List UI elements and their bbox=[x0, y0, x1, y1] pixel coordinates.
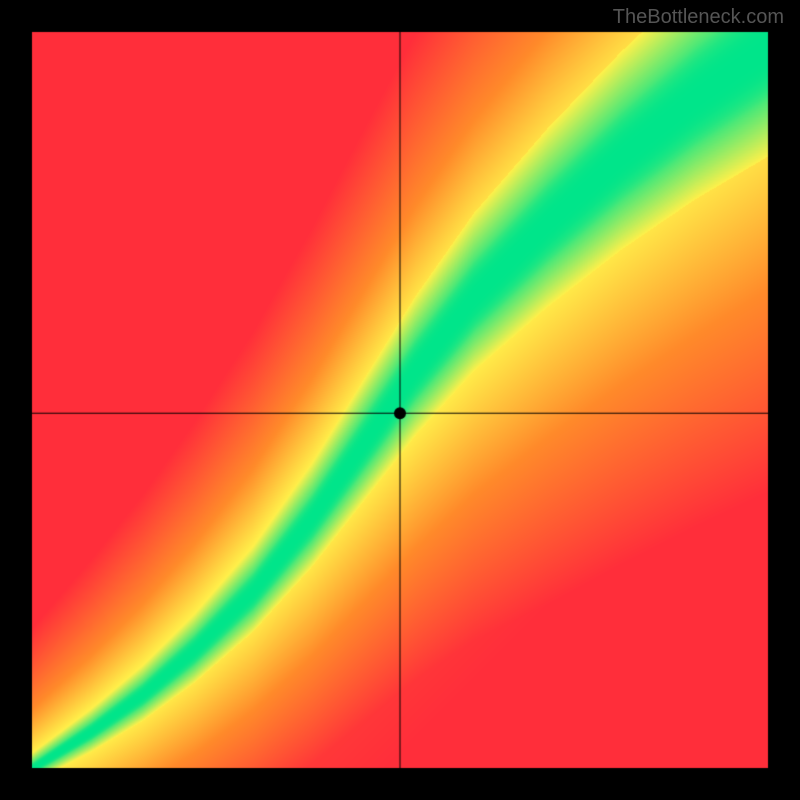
chart-container: TheBottleneck.com bbox=[0, 0, 800, 800]
watermark-text: TheBottleneck.com bbox=[613, 6, 784, 29]
bottleneck-heatmap bbox=[0, 0, 800, 800]
